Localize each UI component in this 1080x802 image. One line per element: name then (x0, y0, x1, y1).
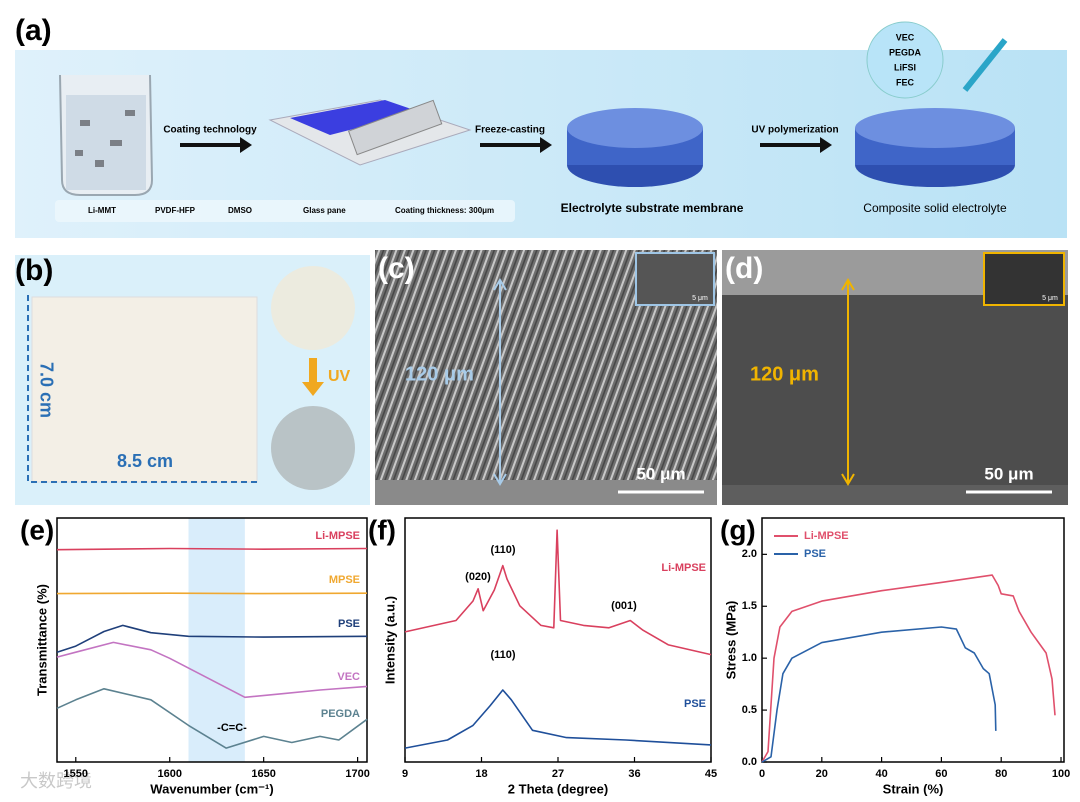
component: VEC (896, 32, 915, 42)
series-label: Li-MPSE (315, 530, 360, 542)
panel-label: (c) (378, 252, 415, 285)
y-tick-label: 1.5 (742, 600, 757, 612)
x-tick-label: 1550 (64, 768, 88, 780)
annotation: (110) (490, 544, 515, 556)
x-tick-label: 27 (552, 768, 564, 780)
annotation: -C=C- (217, 722, 247, 734)
component: LiFSI (894, 62, 916, 72)
panel-label: (f) (368, 514, 396, 545)
axes-frame (56, 517, 368, 763)
disc-before (271, 266, 355, 350)
series-line (761, 574, 1056, 763)
inset-scale: 5 μm (1042, 295, 1058, 302)
component: PEGDA (889, 47, 922, 57)
thickness: 120 μm (750, 363, 819, 385)
x-tick-label: 36 (628, 768, 640, 780)
y-tick-label: 1.0 (742, 652, 757, 664)
legend-box (55, 200, 515, 222)
x-tick-label: 20 (816, 768, 828, 780)
inset (983, 252, 1065, 306)
sem-substrate (722, 485, 1068, 505)
series-label: MPSE (329, 574, 360, 586)
thickness: 120 μm (405, 363, 474, 385)
thickness-arrows (493, 278, 507, 486)
x-axis-label: 2 Theta (degree) (508, 781, 608, 796)
inset-scale: 5 μm (692, 295, 708, 302)
y-axis-label: Stress (MPa) (723, 601, 738, 680)
series-label: PEGDA (321, 708, 360, 720)
scale: 50 μm (984, 464, 1033, 483)
series-label: PSE (338, 618, 360, 630)
x-tick-label: 60 (935, 768, 947, 780)
legend-item: PVDF-HFP (155, 206, 196, 215)
annotation: (020) (465, 571, 491, 583)
series-line (56, 624, 368, 653)
x-tick-label: 40 (875, 768, 887, 780)
scale: 50 μm (636, 464, 685, 483)
y-tick-label: 0.0 (742, 756, 757, 768)
component: FEC (896, 77, 915, 87)
caption: Electrolyte substrate membrane (561, 201, 744, 215)
y-axis-label: Transmittance (%) (34, 584, 49, 696)
uv-arrow (302, 358, 324, 396)
series-line (56, 641, 368, 699)
annotation: (110) (490, 649, 515, 661)
series-line (404, 689, 712, 749)
axes-frame (761, 517, 1065, 763)
y-tick-label: 2.0 (742, 548, 757, 560)
series-label: VEC (337, 671, 360, 683)
membrane-photo (31, 296, 258, 483)
step-label: Coating technology (163, 125, 257, 136)
legend-label: Li-MPSE (804, 530, 849, 542)
panel-label: (a) (15, 14, 52, 47)
legend-item: Li-MMT (88, 206, 116, 215)
series-line (56, 547, 368, 551)
dim-line (27, 295, 258, 483)
series-line (761, 626, 997, 763)
x-axis-label: Wavenumber (cm⁻¹) (150, 781, 273, 796)
watermark: 大数跨境 (20, 771, 92, 791)
process: UV (328, 368, 351, 385)
beaker (59, 74, 154, 196)
x-tick-label: 1700 (345, 768, 369, 780)
y-axis-label: Intensity (a.u.) (382, 596, 397, 684)
x-tick-label: 18 (475, 768, 487, 780)
legend-label: PSE (804, 548, 826, 560)
x-tick-label: 0 (759, 768, 765, 780)
y-tick-label: 0.5 (742, 704, 757, 716)
x-tick-label: 9 (402, 768, 408, 780)
disc-after (271, 406, 355, 490)
composite (855, 21, 1015, 187)
legend-item: Coating thickness: 300μm (395, 206, 494, 215)
dimension: 7.0 cm (36, 362, 56, 418)
x-tick-label: 80 (995, 768, 1007, 780)
series-line (404, 529, 712, 656)
panel-label: (b) (15, 254, 53, 287)
series-label: Li-MPSE (661, 562, 706, 574)
x-tick-label: 1600 (157, 768, 181, 780)
coater (268, 99, 472, 166)
panel-label: (e) (20, 514, 54, 545)
highlight-band (188, 518, 245, 762)
thickness-arrows (841, 278, 855, 486)
series-label: PSE (684, 698, 706, 710)
x-tick-label: 100 (1052, 768, 1070, 780)
dimension: 8.5 cm (117, 451, 173, 471)
membrane (567, 108, 703, 187)
series-line (56, 688, 368, 749)
x-tick-label: 1650 (251, 768, 275, 780)
step-label: UV polymerization (751, 125, 838, 136)
inset (635, 252, 715, 306)
annotation: (001) (611, 600, 637, 612)
step-label: Freeze-casting (475, 125, 545, 136)
panel-label: (g) (720, 514, 756, 545)
panel-label: (d) (725, 252, 763, 285)
arrows (180, 137, 832, 153)
x-axis-label: Strain (%) (883, 781, 944, 796)
x-tick-label: 45 (705, 768, 717, 780)
legend-item: DMSO (228, 206, 252, 215)
legend-item: Glass pane (303, 206, 346, 215)
caption: Composite solid electrolyte (863, 201, 1007, 215)
